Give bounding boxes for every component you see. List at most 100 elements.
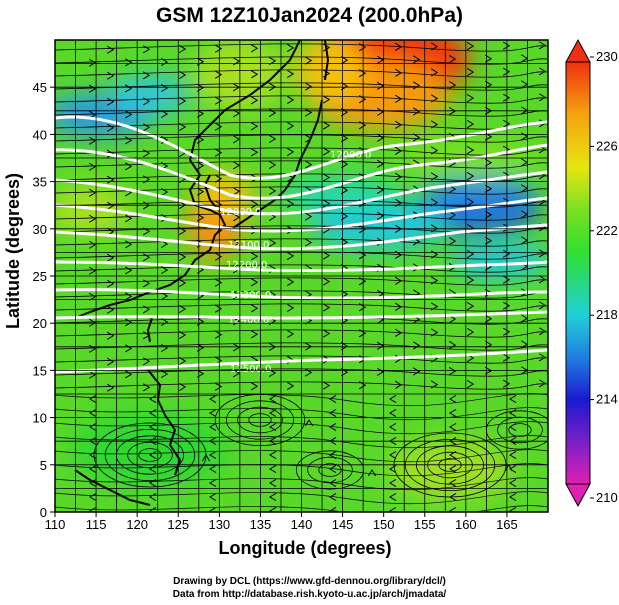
streamline-arrow (106, 123, 115, 132)
streamline-arrow (538, 67, 547, 76)
streamline-arrow (142, 123, 151, 132)
streamline-arrow (358, 69, 367, 78)
streamline-arrow (209, 478, 217, 488)
streamline-arrow (389, 478, 397, 488)
coastlines (74, 40, 330, 506)
streamline-arrow (509, 422, 517, 432)
streamline-arrow (232, 161, 241, 170)
streamline-arrow (124, 240, 133, 249)
streamline-arrow (232, 369, 241, 378)
x-axis-label: Longitude (degrees) (218, 538, 392, 558)
streamline-eddy (295, 450, 364, 490)
streamline-arrow (340, 186, 349, 195)
streamline-arrow (286, 277, 295, 286)
streamline-arrow (269, 464, 277, 474)
streamline-arrow (232, 135, 241, 144)
streamline-arrow (124, 58, 133, 67)
streamline-arrow (538, 301, 547, 310)
contour-12100 (55, 143, 548, 200)
streamline-arrow (394, 120, 403, 129)
contour-label: 12400.0 (228, 315, 269, 326)
contour-labels: 12000.0 12100.0 12200.0 12400.0 12500.0 … (220, 150, 371, 375)
streamline-arrow (142, 383, 151, 392)
streamline-arrow (106, 253, 115, 262)
streamline-arrow (149, 506, 157, 512)
y-tick-label: 30 (33, 222, 47, 237)
streamline-arrow (376, 185, 385, 194)
streamline-arrow (196, 369, 205, 378)
streamline-arrow (286, 381, 295, 390)
streamline-arrow (149, 394, 157, 404)
streamline-arrow (160, 187, 169, 197)
streamline-arrow (358, 95, 367, 104)
gridlines (55, 40, 548, 512)
y-tick-label: 10 (33, 411, 47, 426)
streamline-arrow (124, 136, 133, 145)
streamline-arrow (304, 238, 313, 247)
streamline-arrow (196, 317, 205, 326)
streamline-arrow (448, 315, 457, 324)
streamline-arrow (389, 492, 397, 502)
streamline-arrow (538, 93, 547, 102)
streamline-arrow (509, 506, 517, 512)
streamline-arrow (448, 341, 457, 350)
streamline-arrow (449, 492, 457, 502)
streamline-arrow (466, 94, 475, 103)
streamline-arrow (322, 95, 331, 104)
streamline-arrow (376, 55, 385, 64)
contour-12500-a (55, 288, 548, 300)
streamline-arrow (304, 160, 313, 169)
credit-drawing: Drawing by DCL (https://www.gfd-dennou.o… (173, 576, 446, 587)
contour-label: 12100.0 (228, 240, 269, 251)
contour-label: 12300.0 (230, 290, 271, 301)
streamline-arrow (304, 212, 313, 221)
streamline-arrow (484, 54, 493, 63)
streamline-arrow (89, 422, 97, 432)
streamline-arrow (88, 84, 97, 93)
streamline-arrow (484, 236, 493, 245)
streamline-arrow (160, 57, 169, 67)
streamline-arrow (196, 135, 205, 144)
y-tick-label: 0 (40, 505, 47, 520)
streamline-arrow (106, 97, 115, 106)
streamline-arrow (196, 343, 205, 352)
streamline-arrow (449, 464, 457, 474)
streamline-arrow (448, 55, 457, 64)
streamline-arrow (509, 408, 517, 418)
streamline-arrow (196, 187, 205, 196)
streamline-arrow (376, 341, 385, 350)
streamline-arrow (394, 302, 403, 311)
streamline-arrow (106, 201, 115, 210)
streamline (55, 491, 548, 505)
streamline-arrow (449, 422, 457, 432)
streamline-arrow (286, 121, 295, 130)
streamline-arrow (142, 253, 151, 262)
streamline-arrow (449, 450, 457, 460)
streamline-arrow (329, 450, 337, 460)
streamline-arrow (196, 109, 205, 118)
colorbar: 210 214 218 222 226 230 (565, 38, 618, 508)
streamline-arrow (340, 56, 349, 65)
streamline-arrow (214, 70, 223, 79)
streamline-arrow (89, 506, 97, 512)
streamline-arrow (149, 408, 157, 418)
streamline-arrow (430, 276, 439, 285)
colorbar-tick-label: 230 (596, 49, 618, 64)
streamline (55, 407, 548, 421)
streamline-arrow (376, 107, 385, 116)
streamline-arrow (389, 464, 397, 474)
streamline-arrow (250, 96, 259, 105)
streamline-arrow (340, 108, 349, 117)
streamline-arrow (304, 56, 313, 65)
streamline-arrow (430, 120, 439, 129)
streamline-arrow (286, 69, 295, 78)
streamline-arrow (329, 408, 337, 418)
streamline-arrow (329, 506, 337, 512)
streamline-arrow (502, 301, 511, 310)
streamline-eddy (237, 406, 283, 434)
streamline-arrow (430, 380, 439, 389)
streamline-arrow (269, 394, 277, 404)
streamline-arrow (322, 277, 331, 286)
streamline-arrow (269, 492, 277, 502)
streamline (55, 435, 548, 449)
